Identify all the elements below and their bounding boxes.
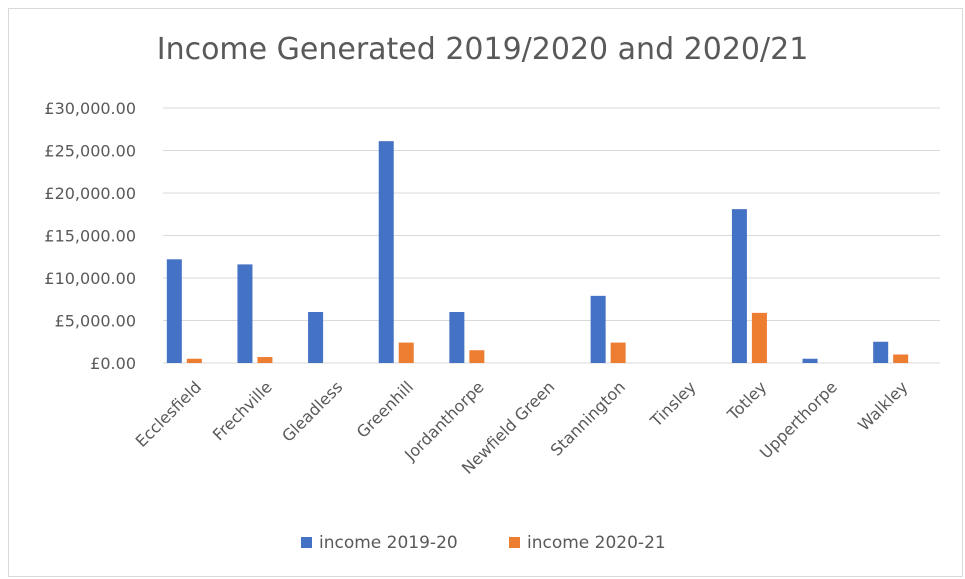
- x-tick-label: Gleadless: [278, 377, 346, 445]
- x-tick-label: Ecclesfield: [132, 377, 205, 450]
- x-tick-label: Frechville: [209, 377, 276, 444]
- legend-label: income 2019-20: [319, 533, 458, 553]
- bar: [873, 341, 889, 363]
- bar: [802, 358, 818, 363]
- bar: [590, 295, 606, 363]
- bar: [398, 342, 414, 363]
- bar: [166, 259, 182, 363]
- bar: [308, 312, 324, 363]
- bar: [257, 357, 273, 363]
- x-tick-label: Walkley: [854, 377, 911, 434]
- y-tick-label: £25,000.00: [44, 142, 136, 161]
- y-tick-label: £10,000.00: [44, 269, 136, 288]
- legend-swatch: [509, 537, 520, 548]
- x-tick-label: Greenhill: [353, 377, 417, 441]
- legend-label: income 2020-21: [527, 533, 666, 553]
- y-tick-label: £20,000.00: [44, 184, 136, 203]
- chart-title: Income Generated 2019/2020 and 2020/21: [156, 32, 809, 67]
- bar: [186, 358, 202, 363]
- bar: [378, 141, 394, 363]
- bar: [237, 264, 253, 363]
- y-tick-label: £15,000.00: [44, 227, 136, 246]
- bar: [751, 312, 767, 363]
- y-tick-label: £30,000.00: [44, 99, 136, 118]
- bar: [449, 312, 465, 363]
- bar: [469, 350, 485, 363]
- y-tick-label: £0.00: [90, 354, 136, 373]
- bar: [731, 209, 747, 363]
- bar: [610, 342, 626, 363]
- bar: [893, 354, 909, 363]
- x-tick-label: Tinsley: [646, 377, 700, 431]
- y-tick-label: £5,000.00: [55, 312, 136, 331]
- x-tick-label: Stannington: [547, 377, 629, 459]
- legend-swatch: [301, 537, 312, 548]
- x-tick-label: Totley: [723, 377, 770, 424]
